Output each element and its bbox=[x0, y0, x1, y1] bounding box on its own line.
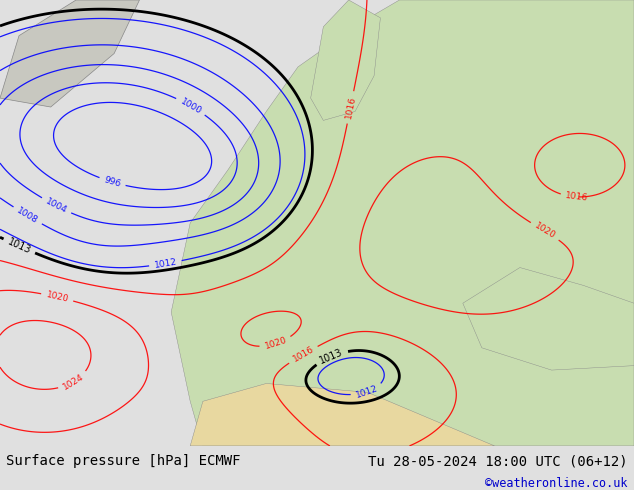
Text: 1020: 1020 bbox=[533, 221, 557, 241]
Text: ©weatheronline.co.uk: ©weatheronline.co.uk bbox=[485, 477, 628, 490]
Text: 1016: 1016 bbox=[291, 345, 316, 364]
Polygon shape bbox=[311, 0, 380, 121]
Text: 996: 996 bbox=[103, 175, 122, 189]
Text: Tu 28-05-2024 18:00 UTC (06+12): Tu 28-05-2024 18:00 UTC (06+12) bbox=[368, 454, 628, 468]
Text: 1020: 1020 bbox=[45, 290, 69, 304]
Polygon shape bbox=[0, 0, 139, 107]
Polygon shape bbox=[463, 268, 634, 370]
Text: 1013: 1013 bbox=[6, 237, 32, 256]
Polygon shape bbox=[171, 0, 634, 446]
Text: 1012: 1012 bbox=[153, 257, 178, 270]
Text: Surface pressure [hPa] ECMWF: Surface pressure [hPa] ECMWF bbox=[6, 454, 241, 468]
Text: 1008: 1008 bbox=[15, 206, 40, 225]
Text: 1024: 1024 bbox=[61, 372, 86, 392]
Text: 1016: 1016 bbox=[344, 95, 357, 120]
Text: 1012: 1012 bbox=[354, 384, 379, 400]
Text: 1004: 1004 bbox=[44, 196, 68, 215]
Text: 1013: 1013 bbox=[318, 347, 345, 366]
Text: 1020: 1020 bbox=[263, 336, 288, 351]
Text: 1000: 1000 bbox=[179, 97, 203, 116]
Text: 1016: 1016 bbox=[565, 191, 589, 203]
Polygon shape bbox=[190, 384, 495, 446]
